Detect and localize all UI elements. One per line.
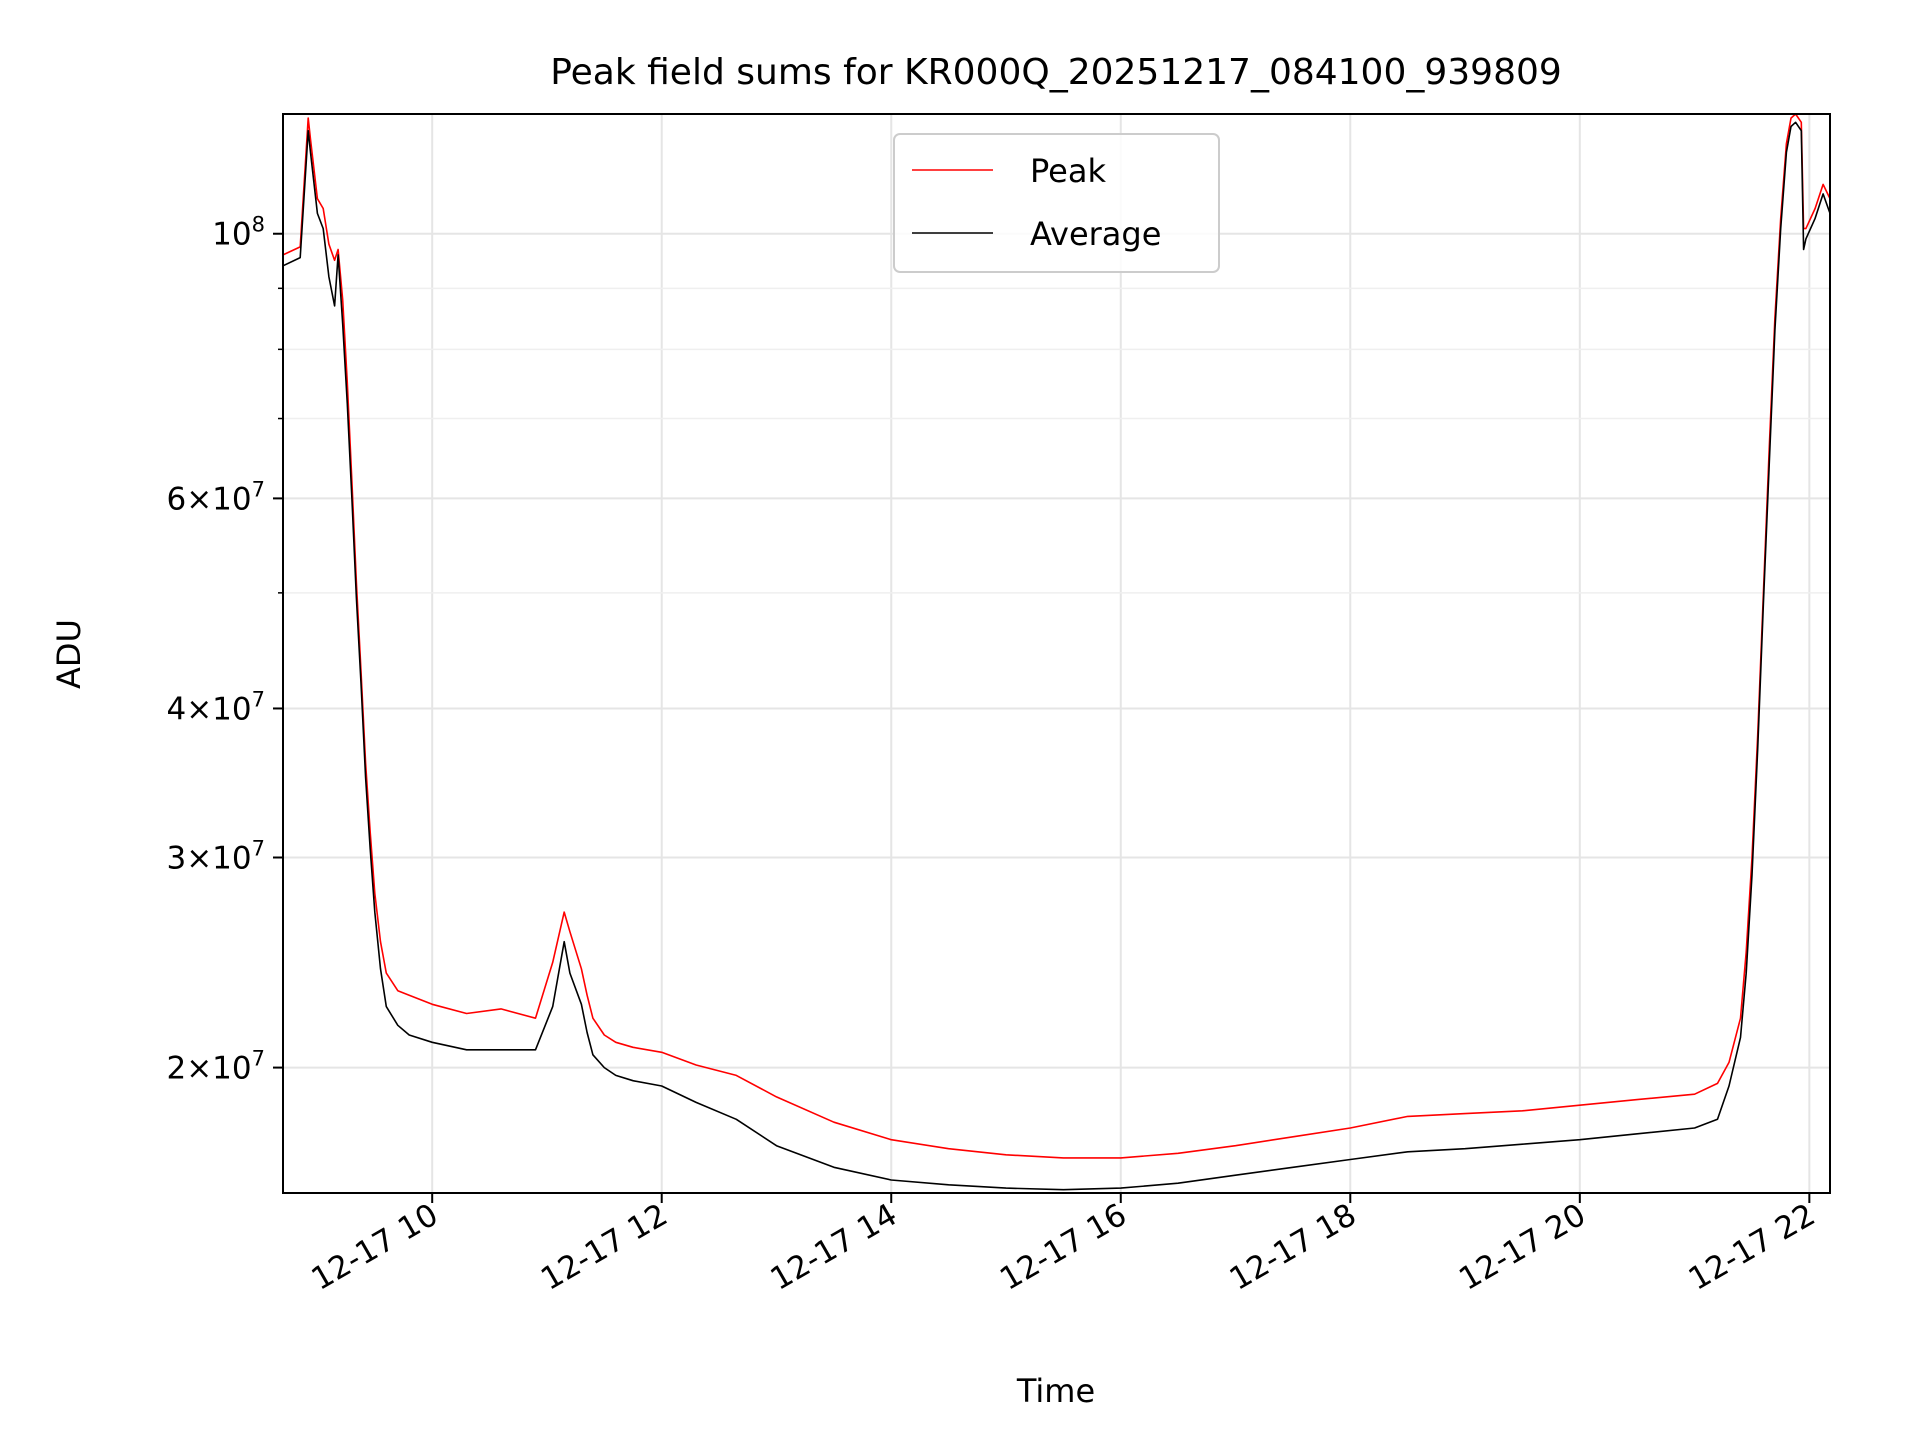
- series-line-average: [282, 121, 1831, 1191]
- legend-peak-label: Peak: [1030, 152, 1106, 190]
- y-tick-label: 6×107: [166, 477, 265, 517]
- y-tick-label: 4×107: [166, 687, 265, 727]
- legend-average-label: Average: [1030, 215, 1161, 253]
- chart-title: Peak field sums for KR000Q_20251217_0841…: [550, 52, 1562, 93]
- y-axis-label: ADU: [50, 619, 88, 689]
- legend-box: [893, 133, 1220, 273]
- grid: [283, 114, 1830, 1193]
- plot-frame: [282, 113, 1831, 1194]
- x-axis-label: Time: [1016, 1372, 1095, 1410]
- y-tick-label: 108: [212, 213, 265, 253]
- y-tick-label: 2×107: [166, 1047, 265, 1087]
- series-layer: [282, 113, 1831, 1191]
- legend: Peak Average: [893, 133, 1220, 273]
- y-tick-label: 3×107: [166, 837, 265, 877]
